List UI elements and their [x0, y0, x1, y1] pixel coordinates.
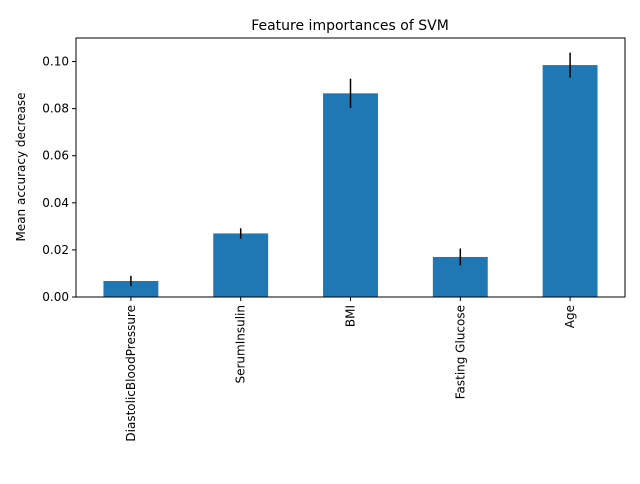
y-tick-label: 0.00	[42, 290, 69, 304]
chart-title: Feature importances of SVM	[251, 18, 449, 34]
y-axis-label: Mean accuracy decrease	[14, 92, 28, 241]
plot-frame	[75, 37, 626, 298]
x-axis: DiastolicBloodPressure SerumInsulin BMI Fas…	[124, 297, 577, 442]
y-tick-label: 0.10	[42, 55, 69, 69]
bar	[213, 233, 269, 297]
y-tick-label: 0.04	[42, 196, 69, 210]
error-bars-layer	[130, 52, 571, 287]
bar	[323, 93, 378, 297]
y-axis: 0.00 0.02 0.04 0.06 0.08 0.10	[42, 55, 76, 304]
y-tick-label: 0.02	[42, 243, 69, 257]
bar	[103, 280, 159, 297]
bar	[542, 65, 598, 297]
x-tick-label: Age	[563, 305, 577, 328]
bars-layer	[103, 65, 598, 297]
y-tick-label: 0.06	[42, 149, 69, 163]
x-tick-label: SerumInsulin	[234, 305, 248, 384]
x-tick-label: DiastolicBloodPressure	[124, 305, 138, 442]
x-tick-label: Fasting Glucose	[453, 305, 467, 399]
y-tick-label: 0.08	[42, 102, 69, 116]
x-tick-label: BMI	[344, 305, 358, 327]
